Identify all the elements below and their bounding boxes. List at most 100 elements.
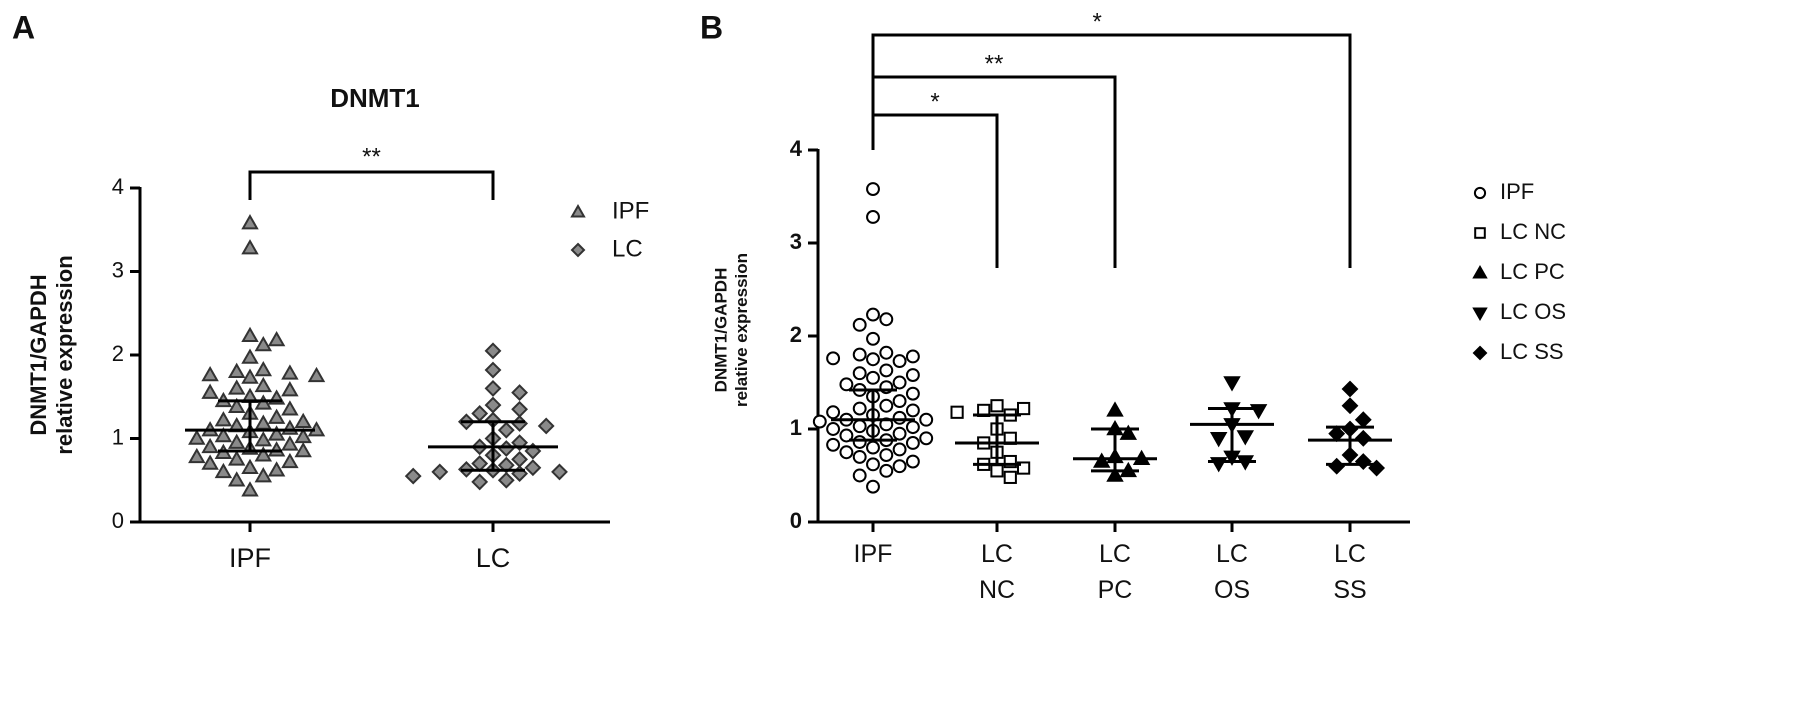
data-point (1119, 424, 1138, 440)
data-point (1354, 453, 1372, 470)
data-point (524, 459, 542, 477)
data-point (866, 479, 880, 494)
data-point (254, 414, 273, 430)
data-point (892, 354, 907, 369)
data-point (1354, 411, 1372, 429)
data-point (471, 455, 489, 472)
data-point (214, 426, 233, 443)
y-tick-label: 1 (790, 415, 802, 440)
data-point (866, 352, 880, 367)
data-point (511, 400, 529, 418)
data-point (471, 473, 489, 491)
data-point (254, 361, 273, 377)
data-point (866, 307, 880, 322)
data-point (254, 446, 273, 462)
data-point (852, 468, 867, 483)
data-point (241, 214, 259, 230)
legend-marker (570, 242, 586, 258)
data-point (866, 370, 880, 385)
data-point (254, 467, 273, 483)
data-point (241, 481, 259, 497)
data-point (188, 447, 206, 464)
data-point (892, 442, 907, 457)
data-point (1328, 457, 1346, 475)
data-point (1209, 432, 1228, 448)
data-point (511, 415, 529, 432)
data-point (497, 421, 515, 439)
data-point (905, 386, 920, 401)
data-point (471, 405, 489, 422)
data-point (484, 396, 502, 414)
data-point (826, 422, 841, 436)
data-point (537, 417, 555, 435)
y-tick-label: 1 (112, 424, 124, 449)
x-tick-label: LC SS (1333, 540, 1367, 604)
data-point (1223, 376, 1241, 392)
legend-marker (1472, 307, 1488, 322)
legend-label: LC (612, 235, 643, 262)
y-axis-label: DNMT1/GAPDH (26, 274, 51, 435)
data-point (201, 366, 219, 382)
data-point (879, 363, 894, 378)
x-tick-label: LC PC (1097, 540, 1133, 604)
x-tick-label: IPF (228, 543, 271, 573)
data-point (892, 375, 907, 390)
data-point (511, 465, 529, 482)
data-point (839, 428, 854, 443)
data-point (267, 408, 286, 424)
data-point (1003, 454, 1017, 469)
data-point (497, 440, 515, 457)
data-point (254, 335, 273, 352)
y-axis-label: relative expression (52, 255, 77, 454)
data-point (241, 326, 259, 343)
legend-label: IPF (1500, 179, 1534, 204)
data-point (919, 412, 934, 427)
data-point (1017, 401, 1031, 416)
significance-bracket (871, 75, 1117, 268)
data-point (1341, 380, 1359, 398)
data-point (879, 463, 894, 478)
data-point (214, 411, 233, 427)
legend-marker (1472, 264, 1488, 279)
data-point (511, 450, 529, 468)
data-point (852, 347, 867, 362)
panel-label: B (700, 9, 723, 45)
x-tick-label: LC NC (978, 540, 1016, 604)
data-point (905, 454, 920, 469)
legend-marker (570, 203, 586, 218)
legend-marker (1474, 227, 1486, 239)
data-point (551, 463, 568, 481)
data-point (281, 381, 299, 397)
legend-label: LC PC (1500, 259, 1565, 284)
data-point (826, 405, 841, 420)
legend-marker (1472, 345, 1488, 361)
data-point (905, 420, 920, 435)
data-point (852, 435, 867, 449)
data-point (188, 429, 206, 445)
data-point (201, 454, 219, 470)
data-point (227, 379, 246, 395)
data-point (267, 441, 286, 457)
data-point (227, 362, 246, 378)
significance-label: * (930, 88, 939, 115)
y-tick-label: 4 (790, 136, 803, 161)
significance-label: * (1093, 8, 1102, 35)
data-point (879, 345, 894, 360)
data-point (866, 457, 880, 472)
data-point (254, 394, 273, 410)
x-tick-label: LC (475, 543, 511, 573)
data-point (852, 419, 867, 434)
data-point (852, 449, 867, 464)
data-point (1106, 466, 1124, 482)
legend-label: IPF (612, 197, 649, 224)
data-point (826, 437, 841, 452)
data-point (267, 461, 286, 477)
data-point (905, 403, 920, 418)
data-point (267, 330, 286, 347)
significance-label: ** (985, 50, 1004, 77)
x-tick-label: LC OS (1213, 540, 1251, 604)
significance-bracket (248, 170, 495, 200)
significance-bracket (871, 33, 1352, 268)
data-point (1106, 401, 1124, 417)
y-tick-label: 3 (790, 229, 802, 254)
